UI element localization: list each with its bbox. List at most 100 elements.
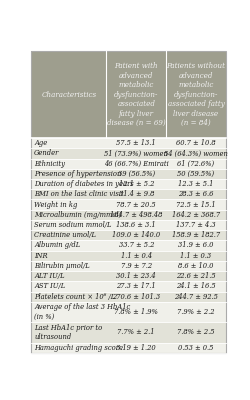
Bar: [106, 251, 166, 261]
Bar: [106, 148, 166, 158]
Bar: [106, 210, 166, 220]
Bar: [31, 169, 106, 179]
Text: 7.9 ± 7.2: 7.9 ± 7.2: [120, 262, 151, 270]
Text: 28.3 ± 6.6: 28.3 ± 6.6: [178, 190, 213, 198]
Text: Weight in kg: Weight in kg: [34, 200, 77, 208]
Bar: [31, 51, 106, 138]
Text: Duration of diabetes in years: Duration of diabetes in years: [34, 180, 134, 188]
Bar: [166, 169, 225, 179]
Bar: [106, 158, 166, 169]
Text: 1.1 ± 0.4: 1.1 ± 0.4: [120, 252, 151, 260]
Text: 22.6 ± 21.5: 22.6 ± 21.5: [176, 272, 215, 280]
Text: Microalbumin (mg/mmol): Microalbumin (mg/mmol): [34, 211, 121, 219]
Text: BMI on the last clinic visit: BMI on the last clinic visit: [34, 190, 124, 198]
Text: Characteristics: Characteristics: [41, 90, 96, 98]
Text: Hamaguchi grading score: Hamaguchi grading score: [34, 344, 123, 352]
Bar: [31, 281, 106, 292]
Bar: [31, 343, 106, 353]
Text: 57.5 ± 13.1: 57.5 ± 13.1: [116, 139, 156, 147]
Bar: [106, 281, 166, 292]
Text: Serum sodium mmol/L: Serum sodium mmol/L: [34, 221, 111, 229]
Text: 1.1 ± 0.3: 1.1 ± 0.3: [180, 252, 211, 260]
Bar: [31, 148, 106, 158]
Bar: [106, 240, 166, 251]
Bar: [31, 240, 106, 251]
Bar: [106, 271, 166, 281]
Bar: [166, 230, 225, 240]
Text: 61 (72.6%): 61 (72.6%): [177, 160, 214, 168]
Bar: [166, 210, 225, 220]
Bar: [106, 322, 166, 343]
Bar: [31, 230, 106, 240]
Bar: [106, 292, 166, 302]
Text: 12.1 ± 5.2: 12.1 ± 5.2: [118, 180, 153, 188]
Text: Bilirubin µmol/L: Bilirubin µmol/L: [34, 262, 90, 270]
Bar: [166, 138, 225, 148]
Text: Patient with
advanced
metabolic
dysfunction-
associated
fatty liver
disease (n =: Patient with advanced metabolic dysfunct…: [106, 62, 165, 127]
Text: 7.8% ± 2.5: 7.8% ± 2.5: [176, 328, 214, 336]
Bar: [166, 271, 225, 281]
Bar: [166, 148, 225, 158]
Text: 158.9 ± 182.7: 158.9 ± 182.7: [171, 231, 219, 239]
Bar: [106, 169, 166, 179]
Text: 164.2 ± 368.7: 164.2 ± 368.7: [171, 211, 219, 219]
Bar: [106, 189, 166, 200]
Text: Last HbA1c prior to
ultrasound: Last HbA1c prior to ultrasound: [34, 324, 102, 341]
Text: ALT IU/L: ALT IU/L: [34, 272, 65, 280]
Text: 137.7 ± 4.3: 137.7 ± 4.3: [176, 221, 215, 229]
Bar: [106, 179, 166, 189]
Text: INR: INR: [34, 252, 48, 260]
Bar: [106, 51, 166, 138]
Text: 72.5 ± 15.1: 72.5 ± 15.1: [176, 200, 215, 208]
Bar: [166, 51, 225, 138]
Text: 3.19 ± 1.20: 3.19 ± 1.20: [116, 344, 156, 352]
Text: 109.0 ± 140.0: 109.0 ± 140.0: [112, 231, 160, 239]
Bar: [31, 322, 106, 343]
Bar: [166, 189, 225, 200]
Bar: [106, 138, 166, 148]
Text: 7.8% ± 1.9%: 7.8% ± 1.9%: [114, 308, 158, 316]
Bar: [31, 179, 106, 189]
Text: Age: Age: [34, 139, 47, 147]
Text: 24.1 ± 16.5: 24.1 ± 16.5: [176, 282, 215, 290]
Text: 31.4 ± 9.8: 31.4 ± 9.8: [118, 190, 153, 198]
Bar: [106, 343, 166, 353]
Text: 31.9 ± 6.0: 31.9 ± 6.0: [178, 242, 213, 250]
Text: 244.7 ± 92.5: 244.7 ± 92.5: [174, 293, 217, 301]
Text: 270.6 ± 101.3: 270.6 ± 101.3: [112, 293, 160, 301]
Bar: [106, 302, 166, 322]
Bar: [166, 343, 225, 353]
Bar: [166, 240, 225, 251]
Text: 0.53 ± 0.5: 0.53 ± 0.5: [178, 344, 213, 352]
Text: 184.7 ± 498.48: 184.7 ± 498.48: [110, 211, 162, 219]
Bar: [31, 261, 106, 271]
Text: Presence of hypertension: Presence of hypertension: [34, 170, 121, 178]
Text: 7.7% ± 2.1: 7.7% ± 2.1: [117, 328, 154, 336]
Text: Average of the last 3 HbA1c
(in %): Average of the last 3 HbA1c (in %): [34, 303, 130, 320]
Text: AST IU/L: AST IU/L: [34, 282, 65, 290]
Bar: [166, 251, 225, 261]
Bar: [166, 261, 225, 271]
Text: 78.7 ± 20.5: 78.7 ± 20.5: [116, 200, 156, 208]
Text: 7.9% ± 2.2: 7.9% ± 2.2: [176, 308, 214, 316]
Bar: [166, 322, 225, 343]
Bar: [106, 200, 166, 210]
Bar: [31, 302, 106, 322]
Text: Creatinine umol/L: Creatinine umol/L: [34, 231, 96, 239]
Text: Patients without
advanced
metabolic
dysfunction-
associated fatty
liver disease
: Patients without advanced metabolic dysf…: [166, 62, 225, 127]
Bar: [166, 158, 225, 169]
Text: 30.1 ± 23.4: 30.1 ± 23.4: [116, 272, 156, 280]
Bar: [166, 179, 225, 189]
Text: 50 (59.5%): 50 (59.5%): [177, 170, 214, 178]
Bar: [31, 220, 106, 230]
Text: 8.6 ± 10.0: 8.6 ± 10.0: [178, 262, 213, 270]
Text: 46 (66.7%) Emirati: 46 (66.7%) Emirati: [104, 160, 168, 168]
Bar: [31, 251, 106, 261]
Bar: [31, 200, 106, 210]
Text: Ethnicity: Ethnicity: [34, 160, 65, 168]
Text: 60.7 ± 10.8: 60.7 ± 10.8: [176, 139, 215, 147]
Text: 51 (73.9%) women: 51 (73.9%) women: [104, 149, 168, 157]
Text: 138.6 ± 3.1: 138.6 ± 3.1: [116, 221, 156, 229]
Text: 12.3 ± 5.1: 12.3 ± 5.1: [178, 180, 213, 188]
Text: Gender: Gender: [34, 149, 59, 157]
